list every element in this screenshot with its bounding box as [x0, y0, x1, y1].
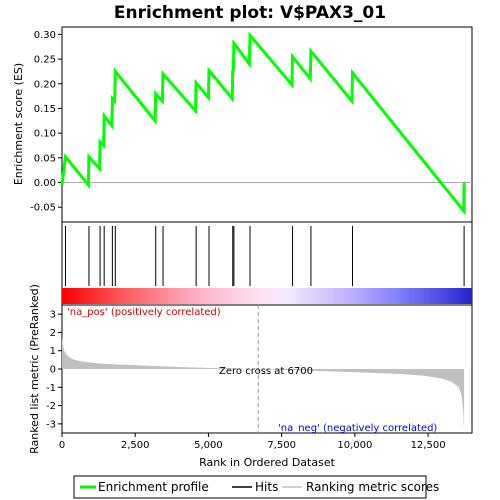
x-tick-label: 2,500	[121, 440, 150, 451]
x-tick-label: 12,500	[411, 440, 446, 451]
top-y-tick-label: 0.20	[34, 79, 56, 90]
bottom-panel: -3 -2 -1 0 1 2 3 'na_pos' (positively correlat…	[28, 284, 472, 454]
x-tick-label: 7,500	[267, 440, 296, 451]
x-ticks: 0 2,500 5,000 7,500 10,000 12,500	[59, 433, 446, 451]
legend-metric-label: Ranking metric scores	[306, 480, 439, 494]
bottom-y-tick-label: 0	[50, 365, 56, 376]
bottom-y-tick-label: -2	[46, 401, 56, 412]
bottom-y-tick-label: 2	[50, 328, 56, 339]
bottom-y-tick-label: 1	[50, 346, 56, 357]
top-y-tick-label: 0.10	[34, 129, 56, 140]
bottom-y-tick-label: -3	[46, 419, 56, 430]
x-tick-label: 5,000	[194, 440, 223, 451]
bottom-y-label: Ranked list metric (PreRanked)	[28, 284, 41, 454]
pos-annotation: 'na_pos' (positively correlated)	[67, 307, 221, 318]
hits-panel	[62, 222, 472, 305]
top-y-ticks: -0.05 0.00 0.05 0.10 0.15 0.20 0.25 0.30	[30, 30, 62, 214]
bottom-y-tick-label: -1	[46, 383, 56, 394]
x-tick-label: 10,000	[337, 440, 372, 451]
chart-title: Enrichment plot: V$PAX3_01	[114, 3, 386, 23]
top-panel: -0.05 0.00 0.05 0.10 0.15 0.20 0.25 0.30 Enrich…	[12, 27, 472, 222]
top-y-tick-label: -0.05	[30, 203, 56, 214]
top-y-tick-label: 0.30	[34, 30, 56, 41]
x-axis-label: Rank in Ordered Dataset	[199, 456, 336, 469]
legend: Enrichment profile Hits Ranking metric s…	[74, 476, 439, 498]
zero-cross-annotation: Zero cross at 6700	[219, 366, 313, 377]
ranking-heatmap-bar	[62, 288, 472, 304]
bottom-y-tick-label: 3	[50, 310, 56, 321]
top-y-tick-label: 0.25	[34, 55, 56, 66]
top-y-tick-label: 0.15	[34, 104, 56, 115]
top-y-tick-label: 0.00	[34, 178, 56, 189]
bottom-y-ticks: -3 -2 -1 0 1 2 3	[46, 310, 62, 431]
neg-annotation: 'na_neg' (negatively correlated)	[278, 423, 437, 434]
top-y-tick-label: 0.05	[34, 153, 56, 164]
x-tick-label: 0	[59, 440, 65, 451]
legend-hits-label: Hits	[255, 480, 278, 494]
top-y-label: Enrichment score (ES)	[12, 63, 25, 185]
legend-enrichment-label: Enrichment profile	[98, 480, 209, 494]
